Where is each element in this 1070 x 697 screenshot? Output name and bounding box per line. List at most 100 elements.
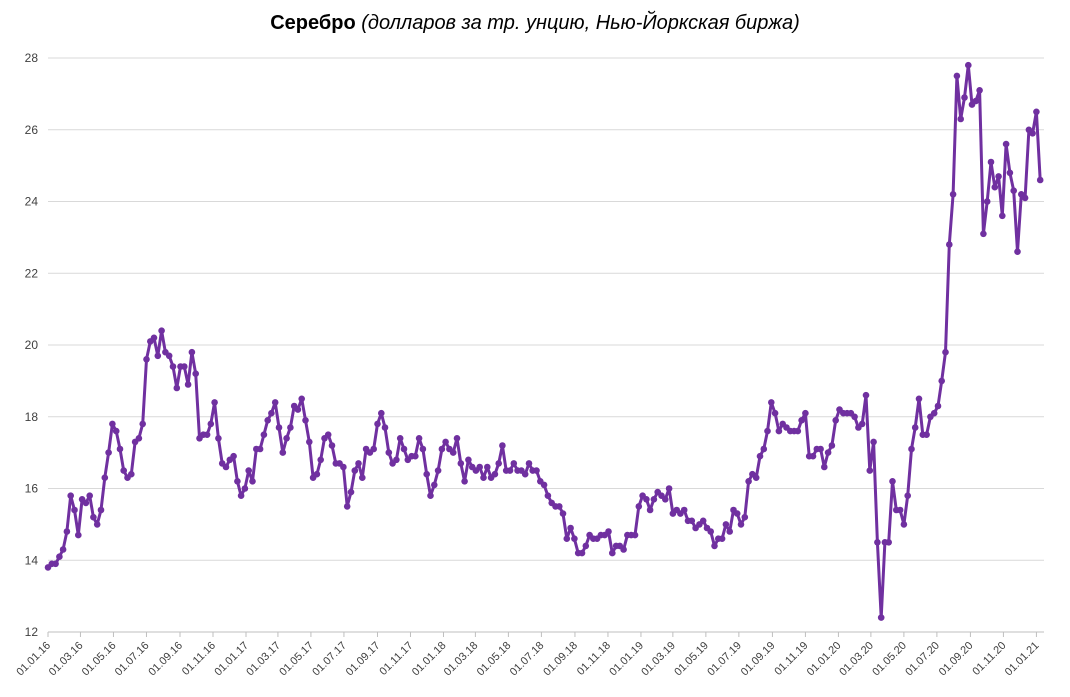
x-tick-label: 01.05.18 bbox=[475, 640, 514, 679]
data-point bbox=[381, 424, 389, 431]
data-point bbox=[480, 474, 487, 482]
data-point bbox=[824, 449, 832, 456]
x-tick-label: 01.05.16 bbox=[80, 640, 119, 679]
data-point bbox=[340, 463, 347, 471]
data-point bbox=[317, 456, 325, 464]
data-point bbox=[957, 115, 964, 123]
data-point bbox=[980, 230, 987, 238]
data-point bbox=[946, 241, 953, 248]
x-tick-label: 01.07.20 bbox=[903, 640, 942, 679]
data-point bbox=[741, 513, 749, 521]
data-point bbox=[491, 470, 499, 478]
y-tick-label: 24 bbox=[25, 195, 39, 209]
data-point bbox=[222, 463, 230, 471]
data-point bbox=[923, 431, 930, 439]
data-point bbox=[802, 409, 809, 417]
data-point bbox=[313, 470, 321, 478]
data-point bbox=[328, 442, 336, 449]
data-point bbox=[646, 506, 654, 514]
data-point bbox=[306, 438, 313, 446]
data-point bbox=[56, 553, 63, 560]
x-tick-label: 01.05.19 bbox=[672, 640, 711, 679]
data-point bbox=[82, 499, 90, 507]
data-point bbox=[1036, 176, 1044, 184]
data-point bbox=[351, 467, 359, 474]
x-tick-label: 01.11.19 bbox=[772, 640, 810, 678]
data-point bbox=[1002, 140, 1010, 148]
data-point bbox=[953, 72, 961, 80]
y-tick-label: 26 bbox=[25, 123, 39, 137]
x-tick-label: 01.07.19 bbox=[705, 640, 744, 679]
data-point bbox=[343, 503, 351, 510]
data-point bbox=[726, 528, 733, 535]
data-point bbox=[461, 478, 468, 485]
data-point bbox=[419, 445, 427, 453]
data-point bbox=[169, 363, 177, 370]
data-point bbox=[370, 445, 378, 453]
x-tick-label: 01.09.16 bbox=[146, 640, 185, 679]
x-tick-label: 01.01.16 bbox=[14, 640, 53, 679]
data-point bbox=[1010, 187, 1017, 194]
y-tick-label: 16 bbox=[25, 482, 39, 496]
data-point bbox=[154, 352, 162, 360]
data-point bbox=[260, 431, 268, 439]
data-point bbox=[112, 427, 120, 435]
data-point bbox=[264, 417, 272, 424]
data-point bbox=[540, 481, 548, 489]
data-point bbox=[972, 97, 980, 105]
x-tick-label: 01.07.17 bbox=[310, 640, 349, 679]
data-point bbox=[896, 506, 904, 514]
data-point bbox=[798, 417, 805, 424]
data-point bbox=[453, 435, 461, 442]
x-tick-label: 01.03.17 bbox=[244, 640, 283, 679]
data-point bbox=[412, 452, 419, 460]
data-point bbox=[71, 506, 78, 514]
data-point bbox=[359, 474, 366, 482]
data-point bbox=[650, 496, 658, 503]
data-point bbox=[510, 460, 518, 467]
data-point bbox=[662, 496, 669, 503]
data-point bbox=[150, 334, 158, 342]
data-point bbox=[184, 381, 192, 388]
data-point bbox=[449, 449, 457, 456]
data-point bbox=[699, 517, 707, 525]
y-tick-label: 18 bbox=[25, 410, 39, 424]
data-point bbox=[828, 442, 836, 449]
x-tick-label: 01.05.17 bbox=[277, 640, 316, 679]
data-point bbox=[930, 409, 938, 417]
data-point bbox=[832, 417, 839, 424]
data-point bbox=[1033, 108, 1040, 116]
data-point bbox=[911, 424, 919, 431]
data-point bbox=[809, 452, 817, 460]
data-point bbox=[711, 542, 718, 550]
x-tick-label: 01.03.19 bbox=[639, 640, 678, 679]
x-tick-label: 01.01.18 bbox=[410, 640, 449, 679]
data-point bbox=[234, 478, 241, 485]
data-point bbox=[59, 546, 67, 553]
data-point bbox=[499, 442, 506, 449]
data-point bbox=[965, 61, 972, 69]
x-tick-label: 01.11.16 bbox=[180, 640, 218, 678]
data-point bbox=[635, 503, 643, 510]
data-point bbox=[93, 521, 101, 528]
data-point bbox=[680, 506, 688, 514]
data-point bbox=[347, 488, 355, 496]
data-point bbox=[983, 198, 991, 205]
data-point bbox=[139, 420, 146, 428]
data-point bbox=[415, 435, 423, 442]
x-tick-label: 01.01.20 bbox=[805, 640, 844, 679]
data-point bbox=[128, 470, 135, 478]
data-point bbox=[181, 363, 188, 370]
chart-title-subtitle: (долларов за тр. унцию, Нью-Йоркская бир… bbox=[361, 12, 800, 34]
data-point bbox=[1006, 169, 1014, 177]
data-point bbox=[991, 183, 999, 191]
data-point bbox=[465, 456, 472, 464]
data-point bbox=[756, 452, 764, 460]
data-point bbox=[908, 445, 915, 453]
data-point bbox=[283, 435, 290, 442]
data-point bbox=[904, 492, 911, 500]
y-tick-label: 28 bbox=[25, 51, 39, 65]
data-point bbox=[521, 470, 529, 478]
data-point bbox=[525, 460, 533, 467]
data-point bbox=[203, 431, 211, 439]
